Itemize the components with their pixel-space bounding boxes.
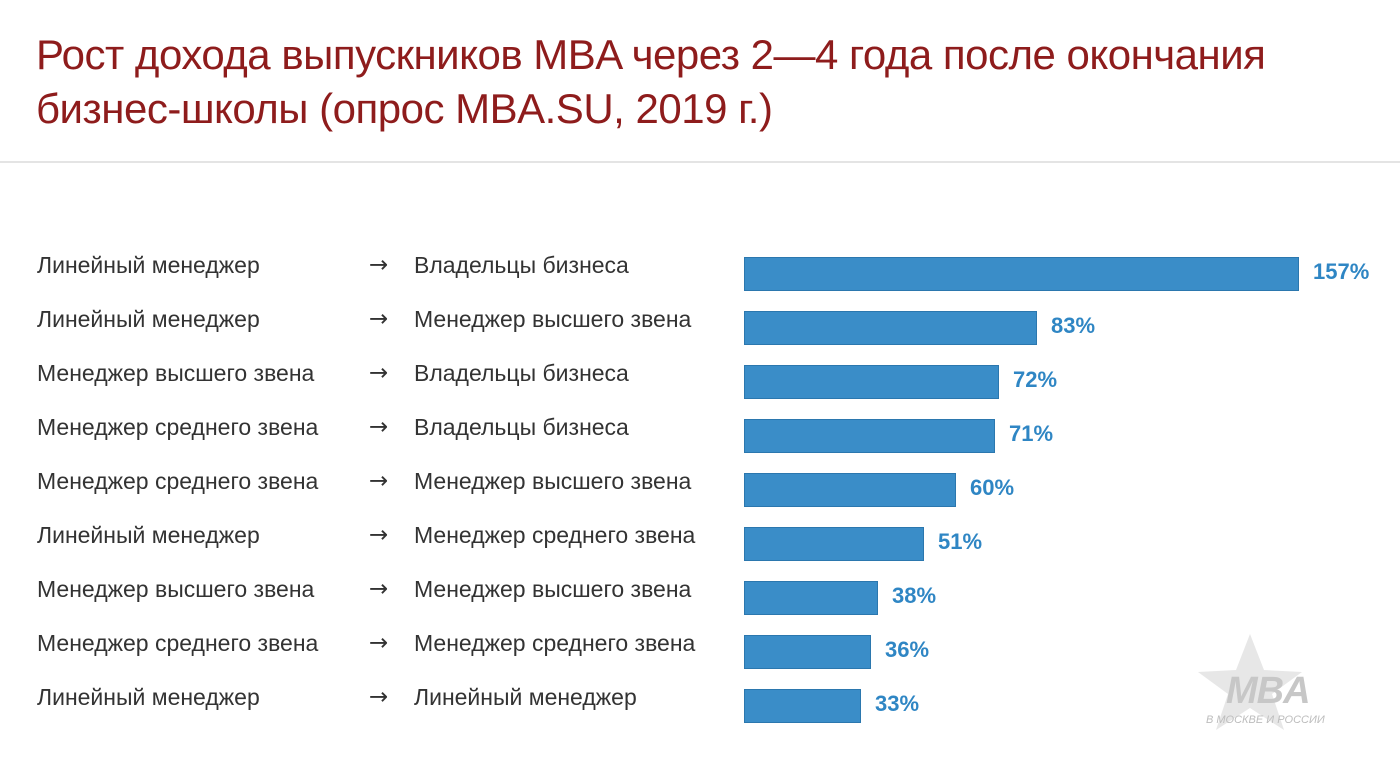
category-from-label: Линейный менеджер (37, 252, 260, 278)
bar-chart: Линейный менеджер → Владельцы бизнеса 157% Л… (0, 240, 1400, 740)
category-to-label: Менеджер высшего звена (414, 306, 692, 332)
category-to-label: Менеджер среднего звена (414, 630, 696, 656)
chart-bar (744, 257, 1299, 291)
arrow-right-icon: → (369, 306, 389, 332)
chart-bar (744, 689, 861, 723)
arrow-right-icon: → (369, 252, 389, 278)
arrow-right-icon: → (369, 576, 389, 602)
data-label: 36% (885, 637, 930, 662)
category-to-label: Владельцы бизнеса (414, 252, 629, 278)
category-to-label: Владельцы бизнеса (414, 414, 629, 440)
page-title: Рост дохода выпускников MBA через 2—4 го… (36, 31, 1266, 132)
category-from-label: Линейный менеджер (37, 522, 260, 548)
data-label: 60% (970, 475, 1015, 500)
chart-row: Менеджер среднего звена → Менеджер высшего… (0, 456, 1400, 510)
data-label: 72% (1013, 367, 1058, 392)
arrow-right-icon: → (369, 522, 389, 548)
data-label: 38% (892, 583, 937, 608)
chart-row: Менеджер среднего звена → Менеджер среднег… (0, 618, 1400, 672)
chart-bar (744, 635, 871, 669)
chart-bar (744, 527, 924, 561)
divider (0, 161, 1400, 163)
category-to-label: Владельцы бизнеса (414, 360, 629, 386)
chart-row: Менеджер среднего звена → Владельцы бизнес… (0, 402, 1400, 456)
category-from-label: Менеджер среднего звена (37, 630, 319, 656)
chart-bar (744, 419, 995, 453)
chart-row: Линейный менеджер → Линейный менеджер 33% (0, 672, 1400, 726)
category-from-label: Линейный менеджер (37, 684, 260, 710)
chart-row: Линейный менеджер → Владельцы бизнеса 157% (0, 240, 1400, 294)
category-to-label: Линейный менеджер (414, 684, 637, 710)
category-from-label: Линейный менеджер (37, 306, 260, 332)
category-from-label: Менеджер среднего звена (37, 414, 319, 440)
chart-bar (744, 473, 956, 507)
data-label: 157% (1313, 259, 1370, 284)
category-from-label: Менеджер высшего звена (37, 576, 315, 602)
category-from-label: Менеджер высшего звена (37, 360, 315, 386)
arrow-right-icon: → (369, 468, 389, 494)
chart-row: Менеджер высшего звена → Владельцы бизнеса… (0, 348, 1400, 402)
arrow-right-icon: → (369, 360, 389, 386)
chart-row: Линейный менеджер → Менеджер высшего звена… (0, 294, 1400, 348)
category-to-label: Менеджер высшего звена (414, 576, 692, 602)
arrow-right-icon: → (369, 414, 389, 440)
data-label: 33% (875, 691, 920, 716)
data-label: 71% (1009, 421, 1054, 446)
chart-row: Линейный менеджер → Менеджер среднего звен… (0, 510, 1400, 564)
category-from-label: Менеджер среднего звена (37, 468, 319, 494)
chart-bar (744, 581, 878, 615)
arrow-right-icon: → (369, 684, 389, 710)
chart-bar (744, 365, 999, 399)
star-icon (1198, 634, 1302, 730)
category-to-label: Менеджер среднего звена (414, 522, 696, 548)
category-to-label: Менеджер высшего звена (414, 468, 692, 494)
data-label: 83% (1051, 313, 1096, 338)
watermark-subtitle: В МОСКВЕ И РОССИИ (1206, 714, 1325, 726)
chart-bar (744, 311, 1037, 345)
chart-row: Менеджер высшего звена → Менеджер высшего … (0, 564, 1400, 618)
data-label: 51% (938, 529, 983, 554)
arrow-right-icon: → (369, 630, 389, 656)
watermark-logo: MBA (1226, 670, 1311, 712)
